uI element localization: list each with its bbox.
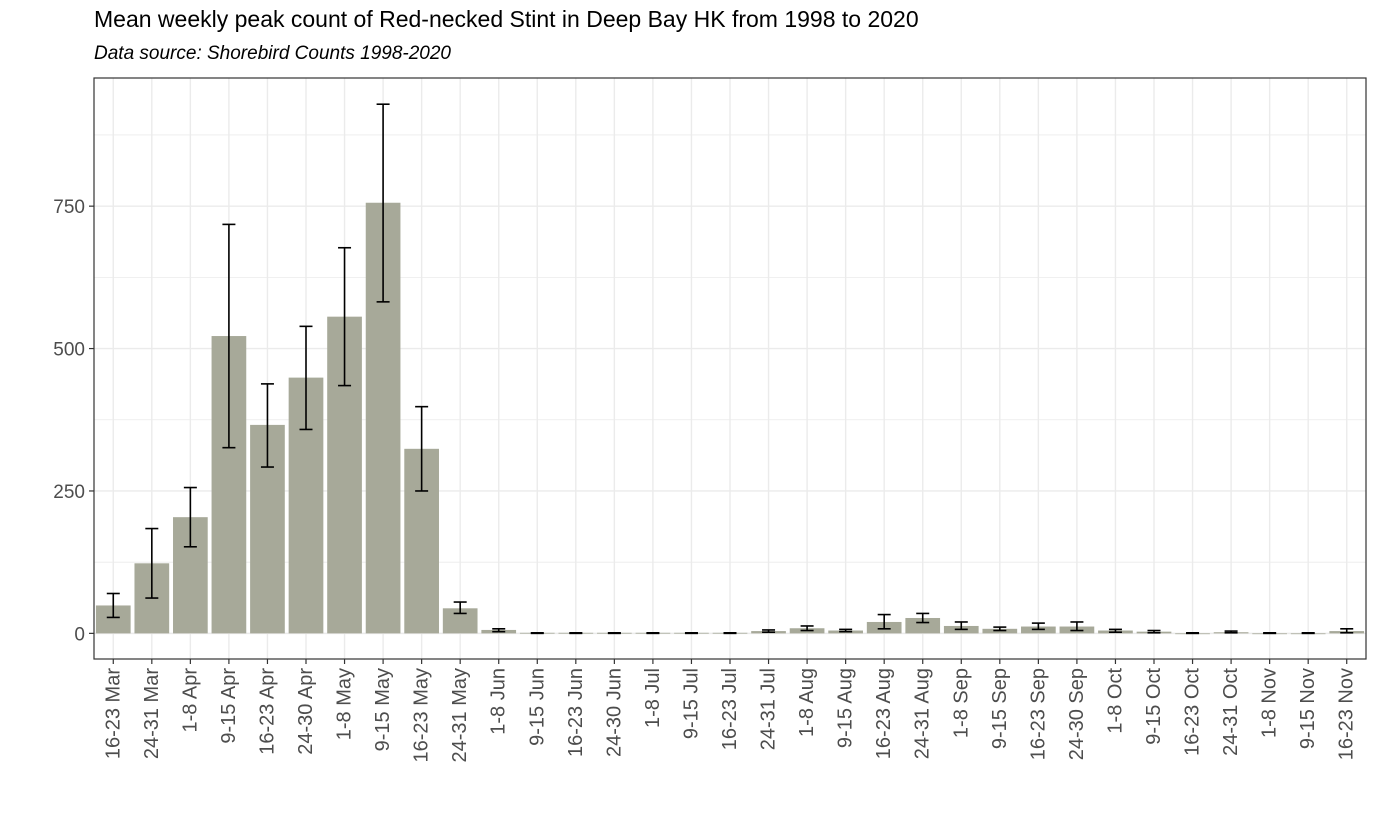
y-tick-label: 250 [53,482,85,503]
x-tick-label: 16-23 Jun [565,668,587,757]
y-tick-label: 0 [74,624,85,645]
x-tick-label: 24-30 Jun [603,668,625,757]
x-tick-label: 1-8 Jun [488,668,510,735]
x-tick-label: 24-31 Oct [1220,668,1242,756]
x-tick-label: 1-8 Apr [179,668,201,733]
x-tick-label: 24-31 Aug [912,668,934,759]
x-tick-label: 16-23 Aug [873,668,895,759]
chart-title: Mean weekly peak count of Red-necked Sti… [94,6,919,32]
x-tick-label: 1-8 Aug [796,668,818,737]
y-tick-label: 500 [53,340,85,361]
error-bars [106,103,1354,635]
x-tick-label: 16-23 Apr [256,668,278,755]
x-tick-label: 9-15 May [372,668,394,751]
bar [905,617,941,634]
y-tick-label: 750 [53,197,85,218]
x-tick-label: 9-15 Sep [989,668,1011,749]
x-tick-label: 24-30 Apr [295,668,317,755]
chart-subtitle: Data source: Shorebird Counts 1998-2020 [94,43,452,64]
y-axis: 0 250 500 750 [53,197,94,645]
x-tick-label: 16-23 Oct [1182,668,1204,756]
x-tick-label: 24-31 Mar [141,668,163,759]
x-tick-label: 9-15 Jul [680,668,702,739]
x-tick-label: 16-23 Jul [719,668,741,750]
x-tick-label: 1-8 May [334,668,356,740]
x-tick-label: 9-15 Oct [1143,668,1165,745]
x-tick-label: 16-23 May [411,668,433,763]
x-tick-label: 1-8 Nov [1259,668,1281,738]
x-tick-label: 9-15 Apr [218,668,240,744]
x-axis: 16-23 Mar 24-31 Mar 1-8 Apr 9-15 Apr 16-23 A… [102,659,1358,763]
x-tick-label: 16-23 Nov [1336,668,1358,760]
x-tick-label: 24-30 Sep [1066,668,1088,760]
x-tick-label: 9-15 Aug [835,668,857,748]
bars [95,202,1365,635]
x-tick-label: 24-31 May [449,668,471,763]
x-tick-label: 9-15 Jun [526,668,548,746]
x-tick-label: 1-8 Jul [642,668,664,728]
x-tick-label: 16-23 Mar [102,668,124,759]
x-tick-label: 24-31 Jul [758,668,780,750]
x-tick-label: 1-8 Sep [950,668,972,738]
x-tick-label: 16-23 Sep [1027,668,1049,760]
x-tick-label: 1-8 Oct [1104,668,1126,734]
x-tick-label: 9-15 Nov [1297,668,1319,749]
